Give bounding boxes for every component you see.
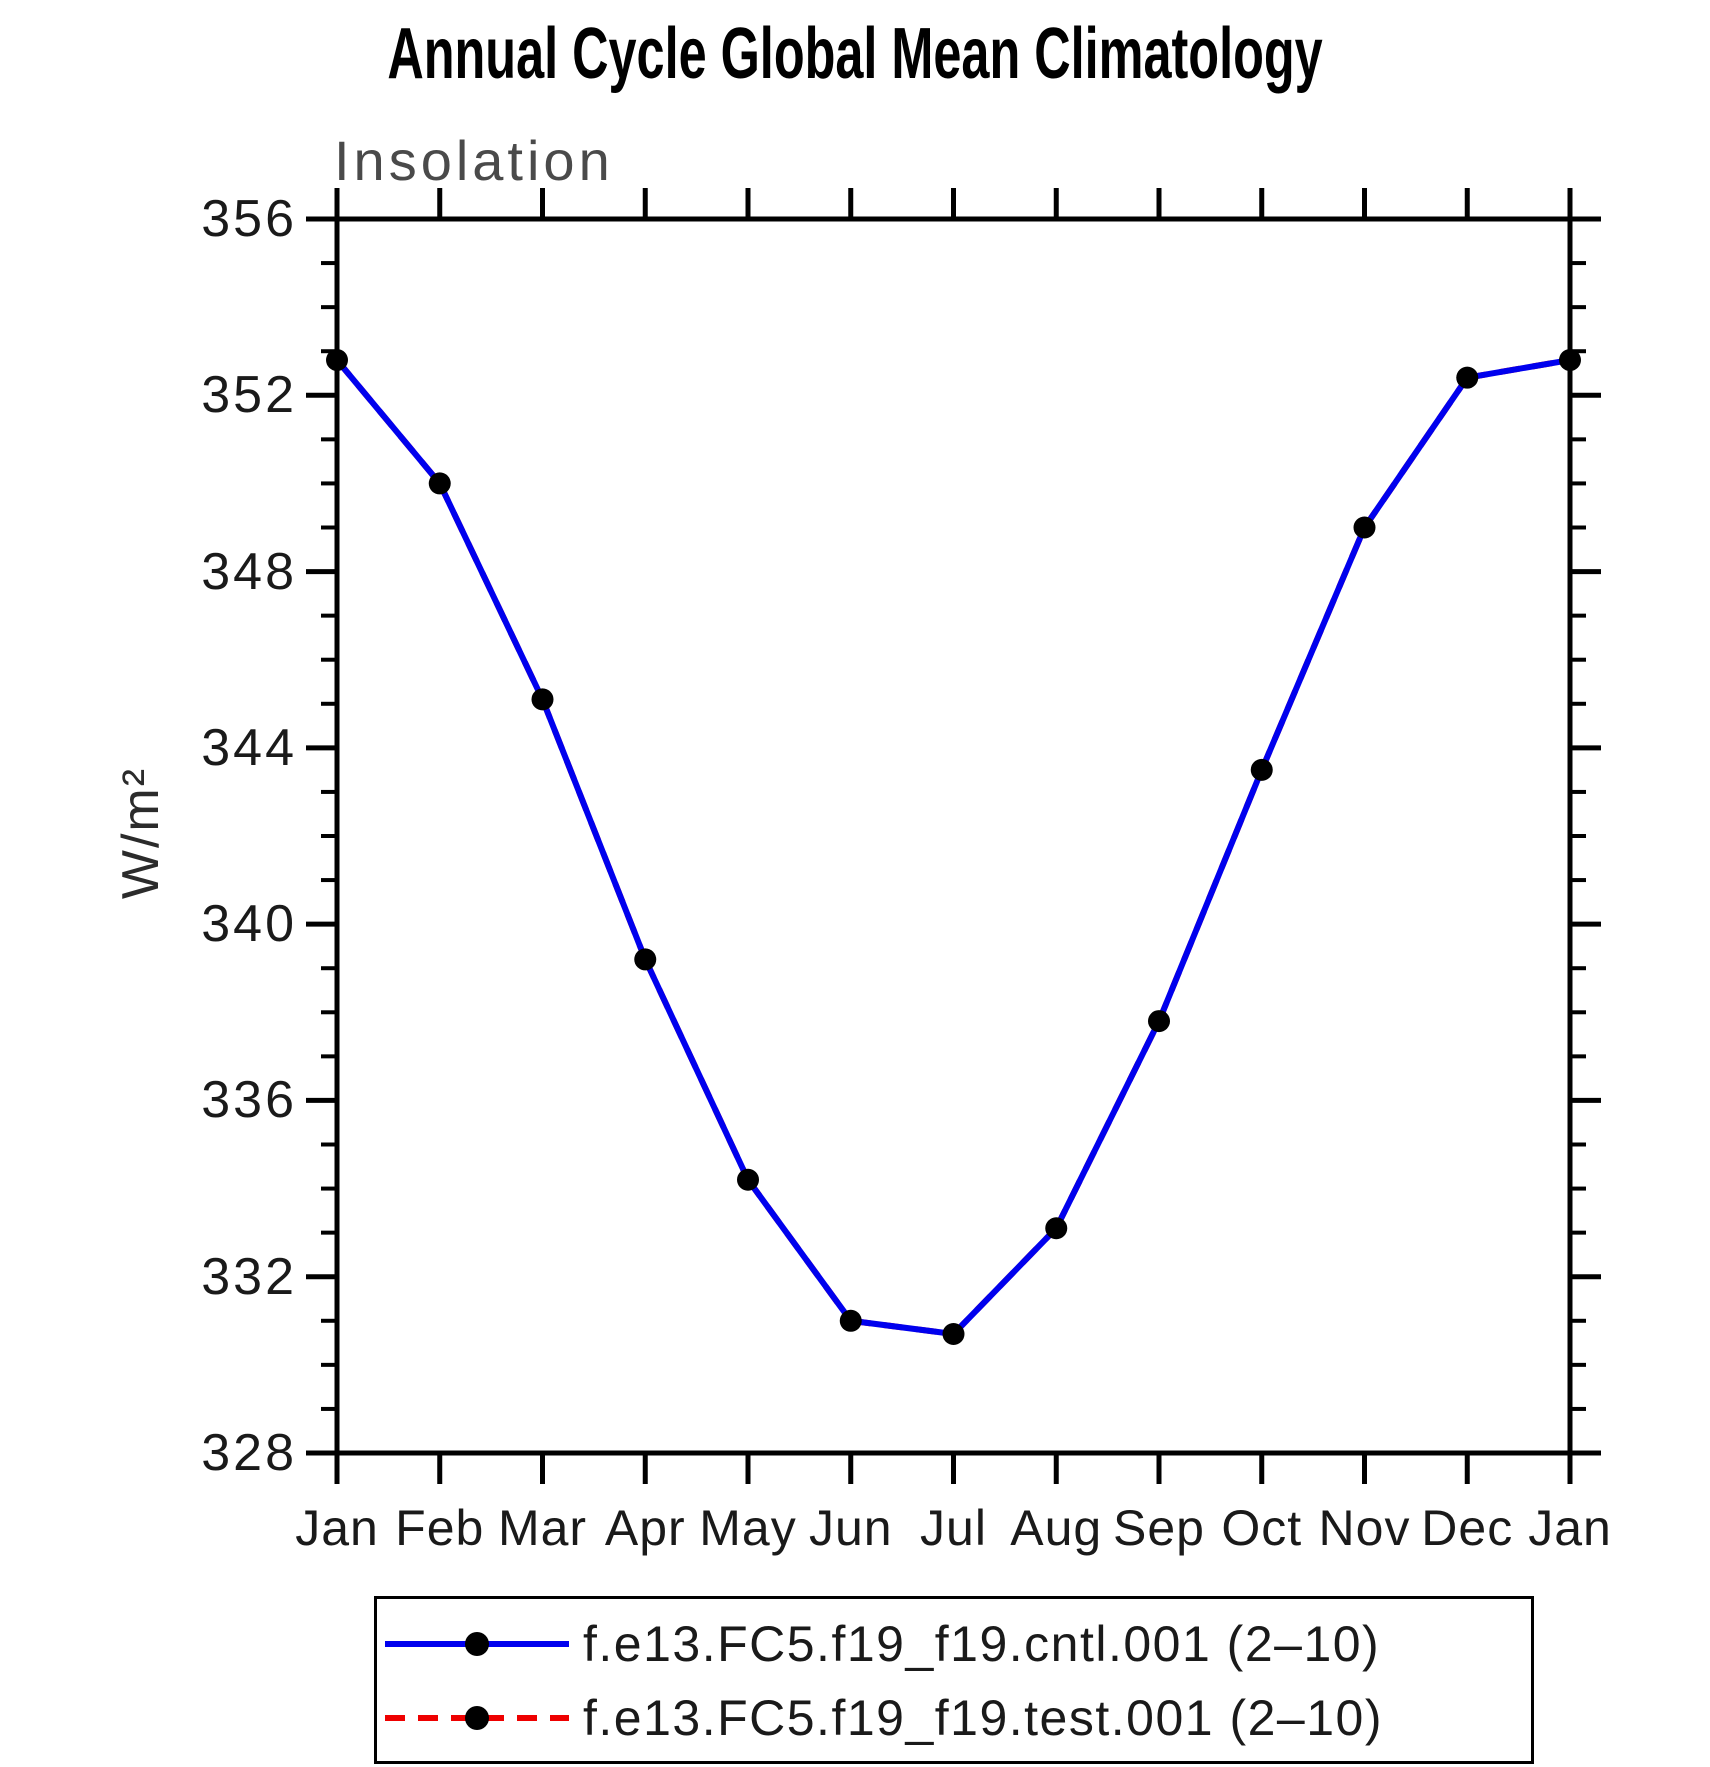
x-tick-label: Sep [1113,1500,1205,1556]
y-tick-label: 340 [201,895,297,954]
y-tick-label: 356 [201,190,297,248]
x-tick-label: Jun [808,1500,893,1556]
x-tick-label: Mar [497,1500,588,1556]
x-tick-label: Jul [920,1500,987,1556]
legend-line-sample-solid [385,1632,569,1656]
y-tick-label: 332 [201,1247,297,1306]
legend-label-cntl: f.e13.FC5.f19_f19.cntl.001 (2–10) [583,1616,1381,1672]
legend-label-test: f.e13.FC5.f19_f19.test.001 (2–10) [583,1690,1383,1746]
x-tick-label: Jan [295,1500,379,1556]
x-tick-label: Jan [1528,1500,1612,1556]
chart-title: Annual Cycle Global Mean Climatology [387,14,1323,94]
y-tick-label: 352 [201,366,297,425]
legend-line-sample-dashed [385,1706,569,1730]
x-tick-label: May [699,1500,797,1556]
x-tick-label: Oct [1221,1500,1303,1556]
x-tick-label: Apr [604,1500,686,1556]
x-tick-label: Feb [395,1500,485,1556]
legend-item-test: f.e13.FC5.f19_f19.test.001 (2–10) [383,1688,1383,1748]
y-tick-label: 344 [201,718,297,777]
x-tick-label: Nov [1318,1500,1411,1556]
legend-box: f.e13.FC5.f19_f19.cntl.001 (2–10) f.e13.… [374,1596,1534,1764]
y-tick-label: 336 [201,1071,297,1130]
x-tick-label: Aug [1010,1500,1103,1556]
chart-subtitle: Insolation [334,129,614,192]
y-tick-label: 348 [201,542,297,601]
y-tick-label: 328 [201,1424,297,1482]
x-tick-label: Dec [1421,1500,1514,1556]
legend-item-cntl: f.e13.FC5.f19_f19.cntl.001 (2–10) [383,1614,1380,1674]
